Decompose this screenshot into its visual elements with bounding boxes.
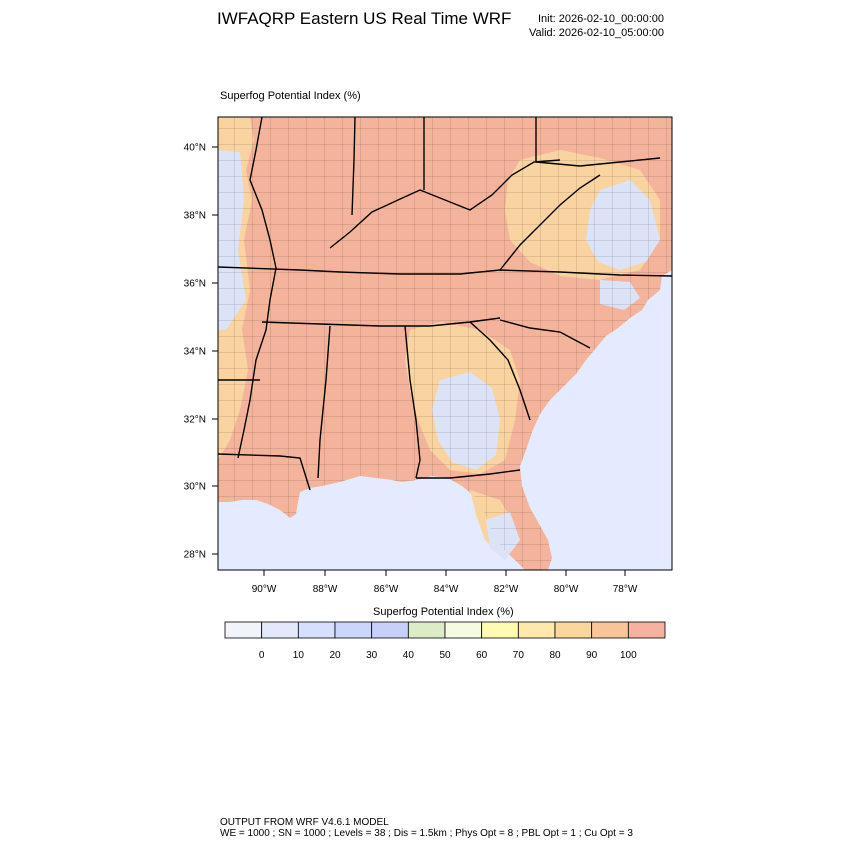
lon-tick-label: 90°W xyxy=(252,584,277,595)
border-indiana-illinois xyxy=(351,117,356,216)
colorbar-swatch xyxy=(444,621,483,639)
colorbar-swatch xyxy=(407,621,446,639)
border-maryland xyxy=(535,157,661,167)
map-panel xyxy=(218,117,672,570)
lon-tick-label: 78°W xyxy=(613,584,638,595)
lat-tick-label: 34°N xyxy=(184,347,206,358)
colorbar-label: 40 xyxy=(403,650,415,661)
border-louisiana xyxy=(218,453,311,491)
colorbar xyxy=(224,621,666,639)
lat-tick-label: 40°N xyxy=(184,143,206,154)
colorbar-label: 50 xyxy=(439,650,451,661)
colorbar-swatch xyxy=(554,621,593,639)
plot-title: IWFAQRP Eastern US Real Time WRF xyxy=(217,9,512,28)
lon-tick-label: 88°W xyxy=(313,584,338,595)
colorbar-swatch xyxy=(371,621,409,639)
field-title: Superfog Potential Index (%) xyxy=(220,90,361,102)
colorbar-label: 20 xyxy=(329,650,341,661)
border-fl-ga xyxy=(416,469,521,479)
longitude-axis: 90°W 88°W 86°W 84°W 82°W 80°W 78°W xyxy=(252,570,638,595)
colorbar-label: 80 xyxy=(549,650,561,661)
footer-model-line: OUTPUT FROM WRF V4.6.1 MODEL xyxy=(220,817,389,828)
county-lines xyxy=(218,117,672,570)
colorbar-title: Superfog Potential Index (%) xyxy=(373,606,514,618)
lat-tick-label: 38°N xyxy=(184,211,206,222)
init-time: Init: 2026-02-10_00:00:00 xyxy=(538,13,664,25)
footer-config-line: WE = 1000 ; SN = 1000 ; Levels = 38 ; Di… xyxy=(220,828,633,839)
colorbar-swatch xyxy=(224,621,263,639)
lon-tick-label: 82°W xyxy=(494,584,519,595)
colorbar-labels: 0 10 20 30 40 50 60 70 80 90 100 xyxy=(259,650,637,661)
lon-tick-label: 86°W xyxy=(374,584,399,595)
lat-tick-label: 30°N xyxy=(184,482,206,493)
colorbar-swatch xyxy=(627,621,666,639)
lat-tick-label: 36°N xyxy=(184,279,206,290)
colorbar-label: 60 xyxy=(476,650,488,661)
colorbar-swatch xyxy=(591,621,629,639)
map-frame xyxy=(217,116,673,571)
lon-tick-label: 80°W xyxy=(554,584,579,595)
colorbar-label: 90 xyxy=(586,650,598,661)
border-al-ga xyxy=(404,325,421,479)
border-ohio-river xyxy=(329,159,561,249)
latitude-axis: 40°N 38°N 36°N 34°N 32°N 30°N 28°N xyxy=(184,143,218,561)
colorbar-label: 100 xyxy=(620,650,637,661)
colorbar-label: 0 xyxy=(259,650,265,661)
colorbar-swatch xyxy=(297,621,336,639)
colorbar-swatch xyxy=(261,621,299,639)
border-wv-va xyxy=(499,174,601,271)
border-36-30 xyxy=(218,266,672,277)
border-nc-sc xyxy=(499,319,591,349)
lat-tick-label: 32°N xyxy=(184,415,206,426)
state-borders xyxy=(218,117,672,491)
colorbar-label: 70 xyxy=(513,650,525,661)
colorbar-swatch xyxy=(481,621,519,639)
colorbar-swatch xyxy=(334,621,373,639)
border-mississippi-river xyxy=(237,117,277,459)
colorbar-label: 10 xyxy=(293,650,305,661)
valid-time: Valid: 2026-02-10_05:00:00 xyxy=(529,27,664,39)
lon-tick-label: 84°W xyxy=(434,584,459,595)
colorbar-swatch xyxy=(517,621,556,639)
border-ga-sc xyxy=(469,321,531,421)
border-ms-al xyxy=(317,325,331,479)
lat-tick-label: 28°N xyxy=(184,550,206,561)
colorbar-label: 30 xyxy=(366,650,378,661)
